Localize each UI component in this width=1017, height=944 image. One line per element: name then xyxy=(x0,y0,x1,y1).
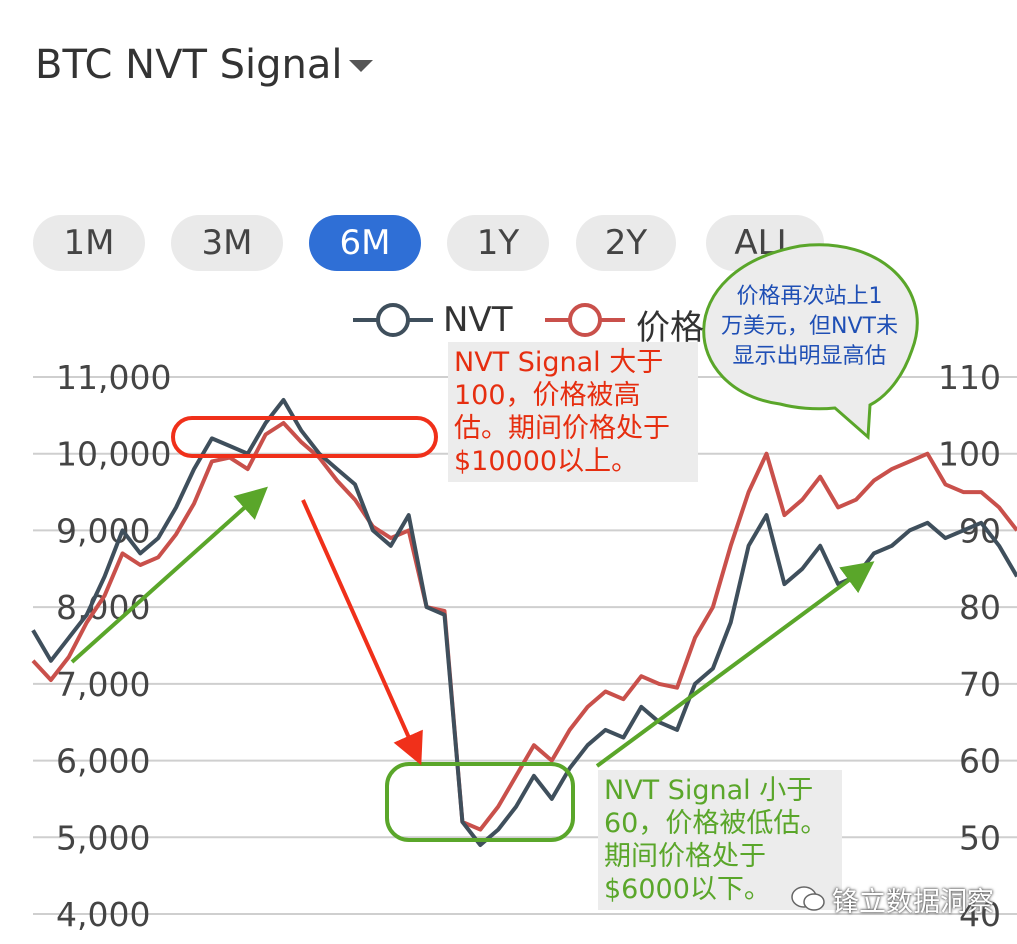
range-1y-button[interactable]: 1Y xyxy=(447,215,549,271)
legend-price-label: 价格 xyxy=(636,308,704,348)
bubble-line: 价格再次站上1 xyxy=(736,284,883,309)
annotation-low-line: 期间价格处于 xyxy=(604,841,766,872)
annotation-low-line: 60，价格被低估。 xyxy=(604,808,828,839)
right-tick-label: 70 xyxy=(959,665,1001,704)
left-tick-label: 5,000 xyxy=(56,818,150,857)
annotation-low-line: NVT Signal 小于 xyxy=(604,775,814,806)
right-tick-label: 110 xyxy=(938,358,1001,397)
range-1m-button[interactable]: 1M xyxy=(33,215,145,271)
bubble-line: 显示出明显高估 xyxy=(732,344,887,369)
highlight-high-ellipse xyxy=(171,416,438,458)
left-tick-label: 4,000 xyxy=(56,895,150,934)
price-series-line xyxy=(31,421,1017,832)
annotation-bubble-text: 价格再次站上1 万美元，但NVT未 显示出明显高估 xyxy=(712,282,907,372)
annotation-low-line: $6000以下。 xyxy=(604,874,771,905)
annotation-high-line: $10000以上。 xyxy=(454,446,639,477)
annotation-shapes xyxy=(70,243,919,842)
range-6m-button[interactable]: 6M xyxy=(309,215,421,271)
watermark-text: 锋立数据洞察 xyxy=(832,887,994,918)
annotation-low-box: NVT Signal 小于 60，价格被低估。 期间价格处于 $6000以下。 xyxy=(598,770,842,910)
legend-nvt-label: NVT xyxy=(443,300,513,340)
left-tick-label: 7,000 xyxy=(56,665,150,704)
right-tick-label: 100 xyxy=(938,435,1001,474)
chevron-down-icon[interactable] xyxy=(349,60,373,72)
left-tick-label: 9,000 xyxy=(56,511,150,550)
right-tick-label: 40 xyxy=(959,895,1001,934)
trend-recovery-arrow xyxy=(595,561,875,768)
highlight-low-rounded-box xyxy=(385,762,575,842)
left-tick-label: 10,000 xyxy=(56,435,171,474)
annotation-high-box: NVT Signal 大于 100，价格被高 估。期间价格处于 $10000以上… xyxy=(448,342,698,482)
page-title: BTC NVT Signal xyxy=(35,42,343,88)
trend-up-arrow xyxy=(70,486,268,664)
annotation-high-line: 100，价格被高 xyxy=(454,380,641,411)
annotation-speech-bubble xyxy=(702,243,919,441)
legend-price-marker xyxy=(568,303,602,337)
bubble-line: 万美元，但NVT未 xyxy=(721,314,898,339)
wechat-icon xyxy=(791,886,825,911)
left-tick-label: 6,000 xyxy=(56,742,150,781)
right-tick-label: 60 xyxy=(959,742,1001,781)
right-tick-label: 80 xyxy=(959,588,1001,627)
right-tick-label: 50 xyxy=(959,818,1001,857)
left-tick-label: 11,000 xyxy=(56,358,171,397)
trend-down-arrow xyxy=(301,499,423,766)
annotation-high-line: 估。期间价格处于 xyxy=(454,413,670,444)
legend-nvt-marker xyxy=(376,303,410,337)
range-3m-button[interactable]: 3M xyxy=(171,215,283,271)
annotation-high-line: NVT Signal 大于 xyxy=(454,347,664,378)
legend-markers xyxy=(353,303,625,337)
range-2y-button[interactable]: 2Y xyxy=(576,215,676,271)
